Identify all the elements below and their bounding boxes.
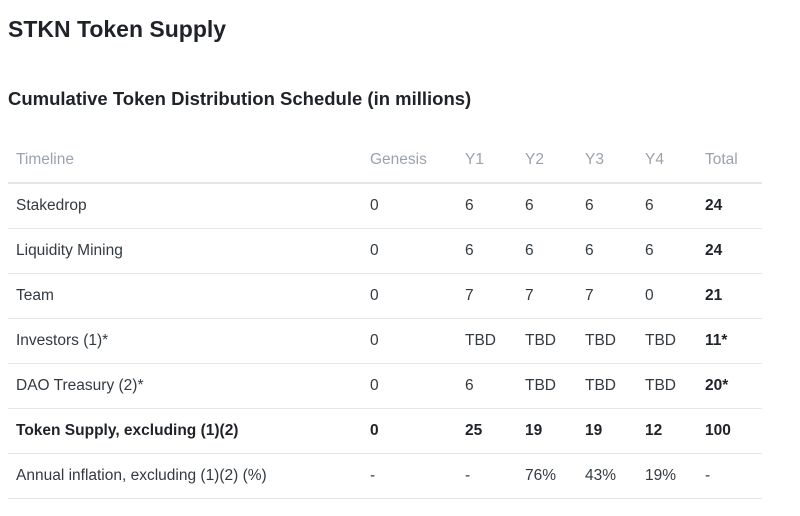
cell-total: 24	[697, 228, 762, 274]
cell-y1: 6	[457, 363, 517, 409]
column-header-y2: Y2	[517, 138, 577, 184]
cell-y3: TBD	[577, 318, 637, 364]
row-label: Team	[8, 273, 362, 319]
cell-total: -	[697, 453, 762, 499]
cell-y2: 76%	[517, 453, 577, 499]
cell-y4: TBD	[637, 363, 697, 409]
distribution-table: Timeline Genesis Y1 Y2 Y3 Y4 Total Stake…	[8, 138, 762, 499]
cell-genesis: 0	[362, 408, 457, 454]
cell-total: 24	[697, 183, 762, 229]
cell-y3: 6	[577, 183, 637, 229]
cell-y4: 6	[637, 183, 697, 229]
cell-y4: 0	[637, 273, 697, 319]
cell-y3: TBD	[577, 363, 637, 409]
cell-y2: TBD	[517, 363, 577, 409]
cell-y1: 25	[457, 408, 517, 454]
cell-y3: 6	[577, 228, 637, 274]
page-title: STKN Token Supply	[8, 16, 227, 42]
cell-total: 20*	[697, 363, 762, 409]
column-header-y1: Y1	[457, 138, 517, 184]
column-header-total: Total	[697, 138, 762, 184]
section-title: Cumulative Token Distribution Schedule (…	[8, 88, 472, 109]
cell-y3: 43%	[577, 453, 637, 499]
cell-y3: 19	[577, 408, 637, 454]
cell-genesis: 0	[362, 363, 457, 409]
cell-y1: TBD	[457, 318, 517, 364]
cell-y4: 6	[637, 228, 697, 274]
cell-genesis: -	[362, 453, 457, 499]
column-header-y3: Y3	[577, 138, 637, 184]
row-label: Investors (1)*	[8, 318, 362, 364]
row-label: Stakedrop	[8, 183, 362, 229]
row-label: Token Supply, excluding (1)(2)	[8, 408, 362, 454]
cell-genesis: 0	[362, 183, 457, 229]
row-label: DAO Treasury (2)*	[8, 363, 362, 409]
cell-y2: 6	[517, 228, 577, 274]
cell-y2: 6	[517, 183, 577, 229]
column-header-genesis: Genesis	[362, 138, 457, 184]
cell-y1: -	[457, 453, 517, 499]
cell-y4: 12	[637, 408, 697, 454]
cell-y2: 7	[517, 273, 577, 319]
table-row: Investors (1)* 0 TBD TBD TBD TBD 11*	[8, 318, 762, 364]
table-row: Stakedrop 0 6 6 6 6 24	[8, 183, 762, 229]
cell-y2: TBD	[517, 318, 577, 364]
table-row: DAO Treasury (2)* 0 6 TBD TBD TBD 20*	[8, 363, 762, 409]
table-row: Team 0 7 7 7 0 21	[8, 273, 762, 319]
column-header-y4: Y4	[637, 138, 697, 184]
cell-genesis: 0	[362, 318, 457, 364]
cell-total: 21	[697, 273, 762, 319]
cell-y3: 7	[577, 273, 637, 319]
cell-y4: TBD	[637, 318, 697, 364]
cell-y1: 7	[457, 273, 517, 319]
table-row: Liquidity Mining 0 6 6 6 6 24	[8, 228, 762, 274]
cell-genesis: 0	[362, 228, 457, 274]
column-header-timeline: Timeline	[8, 138, 362, 184]
cell-total: 11*	[697, 318, 762, 364]
table-row-supply-total: Token Supply, excluding (1)(2) 0 25 19 1…	[8, 408, 762, 454]
row-label: Annual inflation, excluding (1)(2) (%)	[8, 453, 362, 499]
table-header-row: Timeline Genesis Y1 Y2 Y3 Y4 Total	[8, 138, 762, 184]
cell-total: 100	[697, 408, 762, 454]
cell-y1: 6	[457, 183, 517, 229]
cell-genesis: 0	[362, 273, 457, 319]
cell-y4: 19%	[637, 453, 697, 499]
cell-y1: 6	[457, 228, 517, 274]
row-label: Liquidity Mining	[8, 228, 362, 274]
table-row: Annual inflation, excluding (1)(2) (%) -…	[8, 453, 762, 499]
cell-y2: 19	[517, 408, 577, 454]
